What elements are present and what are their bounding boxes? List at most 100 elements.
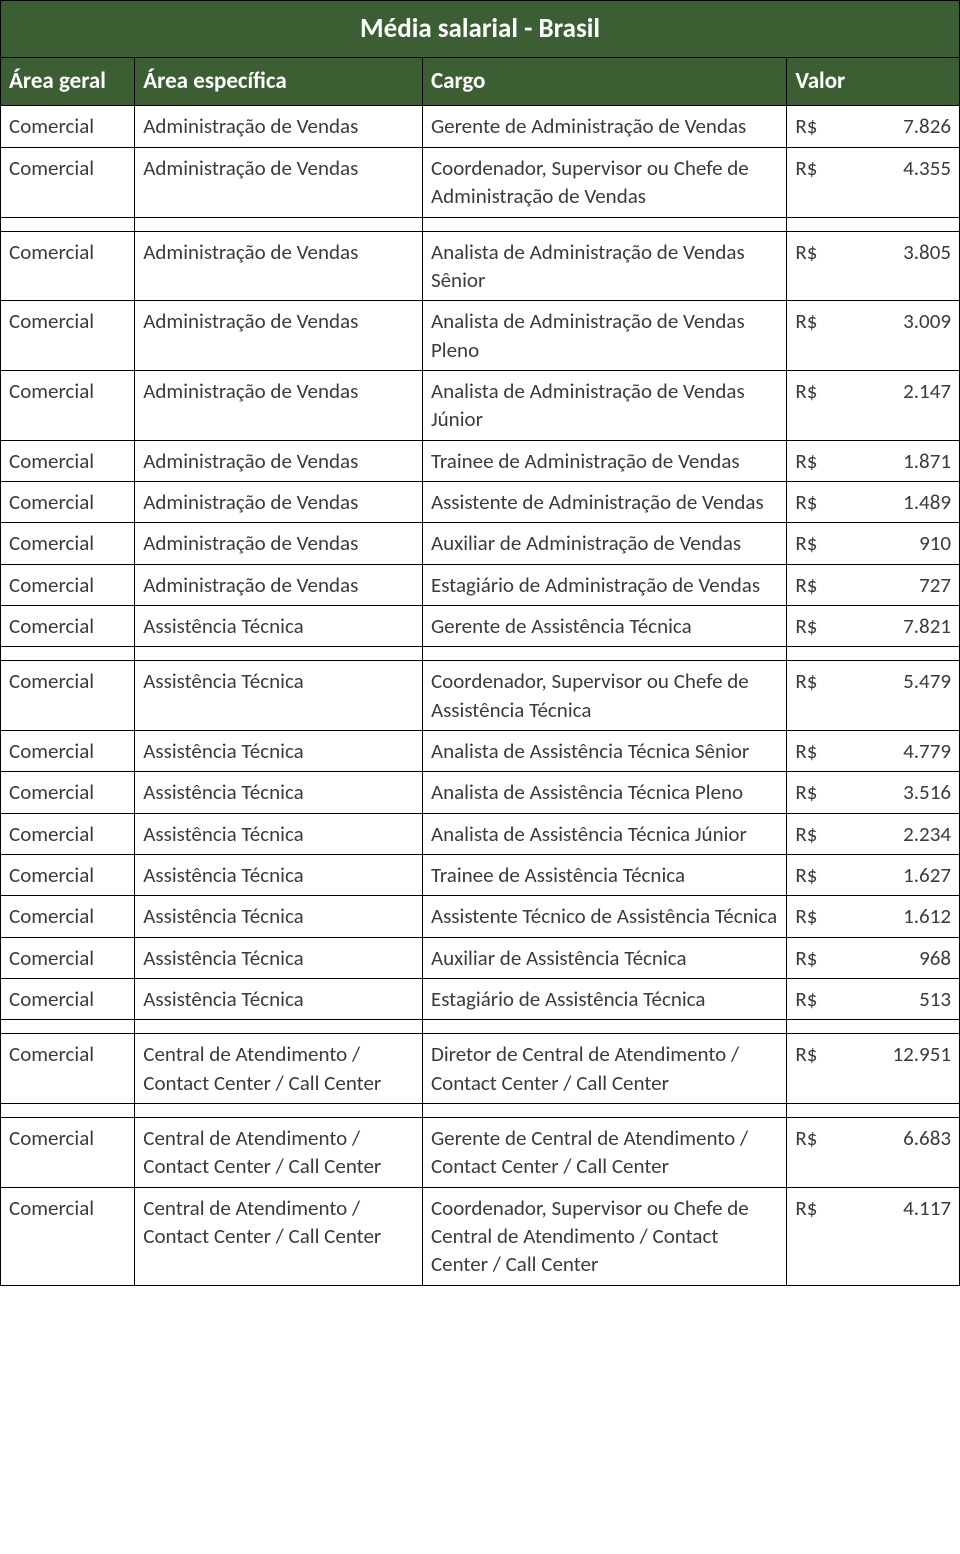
cell-area-geral: Comercial	[1, 1187, 135, 1285]
cell-currency: R$	[787, 813, 840, 854]
cell-valor: 2.234	[840, 813, 960, 854]
cell-area-especifica: Administração de Vendas	[135, 481, 423, 522]
cell-currency: R$	[787, 106, 840, 147]
cell-valor: 4.779	[840, 730, 960, 771]
header-cargo: Cargo	[422, 58, 786, 106]
spacer-cell	[1, 217, 135, 231]
cell-valor: 12.951	[840, 1034, 960, 1104]
cell-cargo: Assistente de Administração de Vendas	[422, 481, 786, 522]
cell-cargo: Analista de Assistência Técnica Sênior	[422, 730, 786, 771]
cell-area-geral: Comercial	[1, 370, 135, 440]
spacer-cell	[135, 1020, 423, 1034]
cell-area-geral: Comercial	[1, 301, 135, 371]
spacer-cell	[422, 217, 786, 231]
spacer-cell	[1, 647, 135, 661]
page-container: Média salarial - Brasil Área geral Área …	[0, 0, 960, 1286]
cell-cargo: Trainee de Administração de Vendas	[422, 440, 786, 481]
cell-area-geral: Comercial	[1, 440, 135, 481]
cell-cargo: Analista de Administração de Vendas Júni…	[422, 370, 786, 440]
cell-valor: 2.147	[840, 370, 960, 440]
cell-valor: 910	[840, 523, 960, 564]
cell-area-geral: Comercial	[1, 1034, 135, 1104]
cell-area-especifica: Administração de Vendas	[135, 370, 423, 440]
cell-area-geral: Comercial	[1, 523, 135, 564]
spacer-cell	[422, 647, 786, 661]
cell-area-geral: Comercial	[1, 605, 135, 646]
cell-area-geral: Comercial	[1, 1118, 135, 1188]
cell-cargo: Gerente de Central de Atendimento / Cont…	[422, 1118, 786, 1188]
spacer-cell	[135, 647, 423, 661]
cell-area-geral: Comercial	[1, 813, 135, 854]
header-area-especifica: Área específica	[135, 58, 423, 106]
cell-area-geral: Comercial	[1, 772, 135, 813]
spacer-cell	[840, 647, 960, 661]
cell-cargo: Auxiliar de Assistência Técnica	[422, 937, 786, 978]
cell-cargo: Analista de Assistência Técnica Júnior	[422, 813, 786, 854]
table-row: ComercialAssistência TécnicaAnalista de …	[1, 772, 960, 813]
cell-valor: 3.516	[840, 772, 960, 813]
cell-valor: 7.821	[840, 605, 960, 646]
cell-valor: 3.805	[840, 231, 960, 301]
table-row: ComercialAssistência TécnicaCoordenador,…	[1, 661, 960, 731]
table-row: ComercialAssistência TécnicaAuxiliar de …	[1, 937, 960, 978]
table-row: ComercialAdministração de VendasGerente …	[1, 106, 960, 147]
table-row: ComercialAdministração de VendasAnalista…	[1, 301, 960, 371]
group-spacer	[1, 217, 960, 231]
cell-area-especifica: Assistência Técnica	[135, 661, 423, 731]
cell-valor: 1.871	[840, 440, 960, 481]
cell-cargo: Gerente de Assistência Técnica	[422, 605, 786, 646]
cell-cargo: Assistente Técnico de Assistência Técnic…	[422, 896, 786, 937]
spacer-cell	[840, 217, 960, 231]
cell-area-especifica: Administração de Vendas	[135, 564, 423, 605]
cell-area-especifica: Administração de Vendas	[135, 147, 423, 217]
cell-currency: R$	[787, 231, 840, 301]
cell-area-geral: Comercial	[1, 231, 135, 301]
cell-valor: 1.612	[840, 896, 960, 937]
cell-currency: R$	[787, 523, 840, 564]
cell-currency: R$	[787, 896, 840, 937]
cell-currency: R$	[787, 937, 840, 978]
spacer-cell	[840, 1020, 960, 1034]
cell-valor: 4.355	[840, 147, 960, 217]
cell-valor: 513	[840, 979, 960, 1020]
cell-currency: R$	[787, 481, 840, 522]
table-title-row: Média salarial - Brasil	[1, 1, 960, 58]
cell-cargo: Coordenador, Supervisor ou Chefe de Cent…	[422, 1187, 786, 1285]
cell-valor: 1.489	[840, 481, 960, 522]
cell-currency: R$	[787, 1118, 840, 1188]
spacer-cell	[135, 217, 423, 231]
cell-area-geral: Comercial	[1, 147, 135, 217]
cell-cargo: Estagiário de Assistência Técnica	[422, 979, 786, 1020]
cell-area-geral: Comercial	[1, 730, 135, 771]
cell-valor: 4.117	[840, 1187, 960, 1285]
cell-area-geral: Comercial	[1, 937, 135, 978]
cell-currency: R$	[787, 661, 840, 731]
table-row: ComercialAdministração de VendasAuxiliar…	[1, 523, 960, 564]
cell-cargo: Analista de Administração de Vendas Sêni…	[422, 231, 786, 301]
cell-area-especifica: Assistência Técnica	[135, 937, 423, 978]
cell-area-especifica: Assistência Técnica	[135, 730, 423, 771]
cell-area-geral: Comercial	[1, 481, 135, 522]
table-row: ComercialAssistência TécnicaAssistente T…	[1, 896, 960, 937]
spacer-cell	[787, 217, 840, 231]
cell-area-geral: Comercial	[1, 106, 135, 147]
cell-currency: R$	[787, 772, 840, 813]
spacer-cell	[787, 647, 840, 661]
table-row: ComercialCentral de Atendimento / Contac…	[1, 1118, 960, 1188]
group-spacer	[1, 647, 960, 661]
header-area-geral: Área geral	[1, 58, 135, 106]
cell-valor: 968	[840, 937, 960, 978]
cell-currency: R$	[787, 730, 840, 771]
cell-currency: R$	[787, 1187, 840, 1285]
table-row: ComercialAdministração de VendasAnalista…	[1, 370, 960, 440]
cell-cargo: Analista de Assistência Técnica Pleno	[422, 772, 786, 813]
cell-area-especifica: Central de Atendimento / Contact Center …	[135, 1118, 423, 1188]
cell-area-especifica: Administração de Vendas	[135, 523, 423, 564]
table-row: ComercialCentral de Atendimento / Contac…	[1, 1187, 960, 1285]
cell-currency: R$	[787, 979, 840, 1020]
cell-currency: R$	[787, 147, 840, 217]
cell-cargo: Auxiliar de Administração de Vendas	[422, 523, 786, 564]
cell-cargo: Gerente de Administração de Vendas	[422, 106, 786, 147]
cell-area-especifica: Assistência Técnica	[135, 855, 423, 896]
cell-area-especifica: Administração de Vendas	[135, 106, 423, 147]
